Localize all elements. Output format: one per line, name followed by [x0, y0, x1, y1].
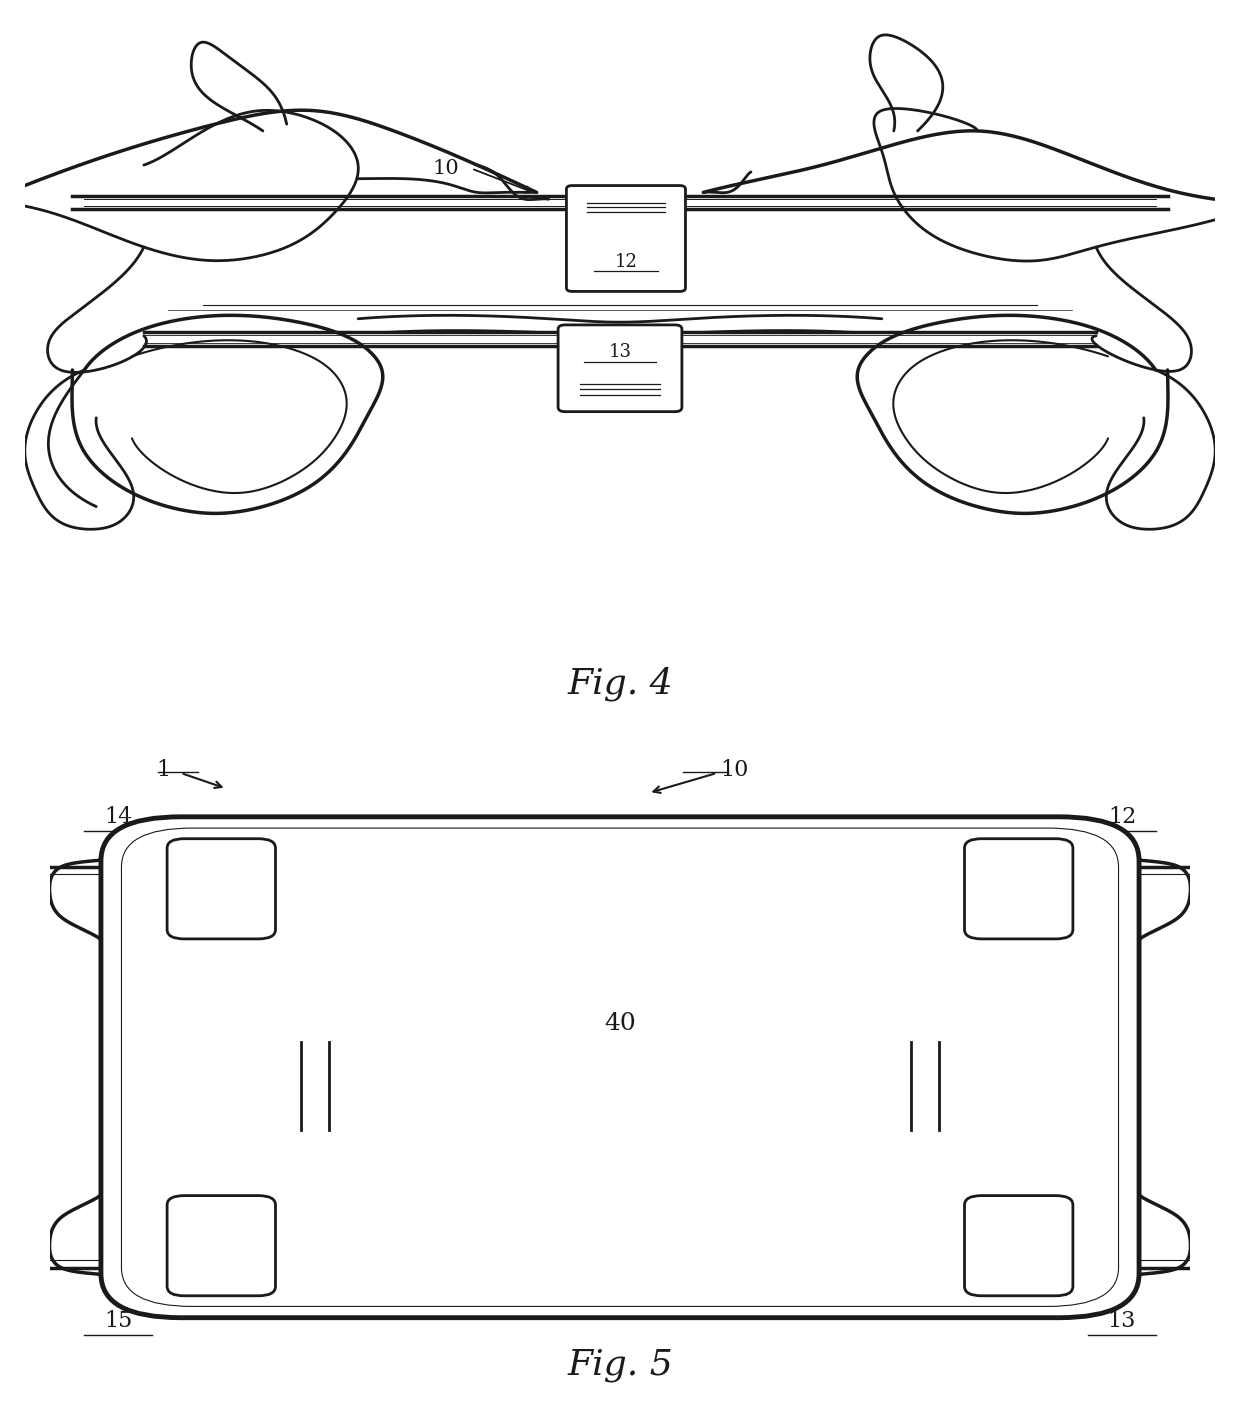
Text: 40: 40 — [604, 1012, 636, 1035]
Text: 10: 10 — [720, 758, 748, 781]
Text: 12: 12 — [1107, 805, 1136, 828]
FancyBboxPatch shape — [100, 817, 1140, 1318]
Text: 14: 14 — [104, 805, 133, 828]
FancyBboxPatch shape — [965, 1195, 1073, 1296]
FancyBboxPatch shape — [167, 1195, 275, 1296]
Text: 12: 12 — [615, 253, 637, 270]
FancyBboxPatch shape — [558, 324, 682, 411]
Text: 15: 15 — [104, 1309, 133, 1332]
FancyBboxPatch shape — [965, 838, 1073, 939]
Text: 13: 13 — [1107, 1309, 1136, 1332]
Text: 10: 10 — [433, 159, 459, 178]
Text: 1: 1 — [156, 758, 171, 781]
Text: 13: 13 — [609, 343, 631, 360]
Text: Fig. 5: Fig. 5 — [567, 1348, 673, 1382]
FancyBboxPatch shape — [167, 838, 275, 939]
FancyBboxPatch shape — [567, 185, 686, 292]
Text: Fig. 4: Fig. 4 — [567, 667, 673, 702]
